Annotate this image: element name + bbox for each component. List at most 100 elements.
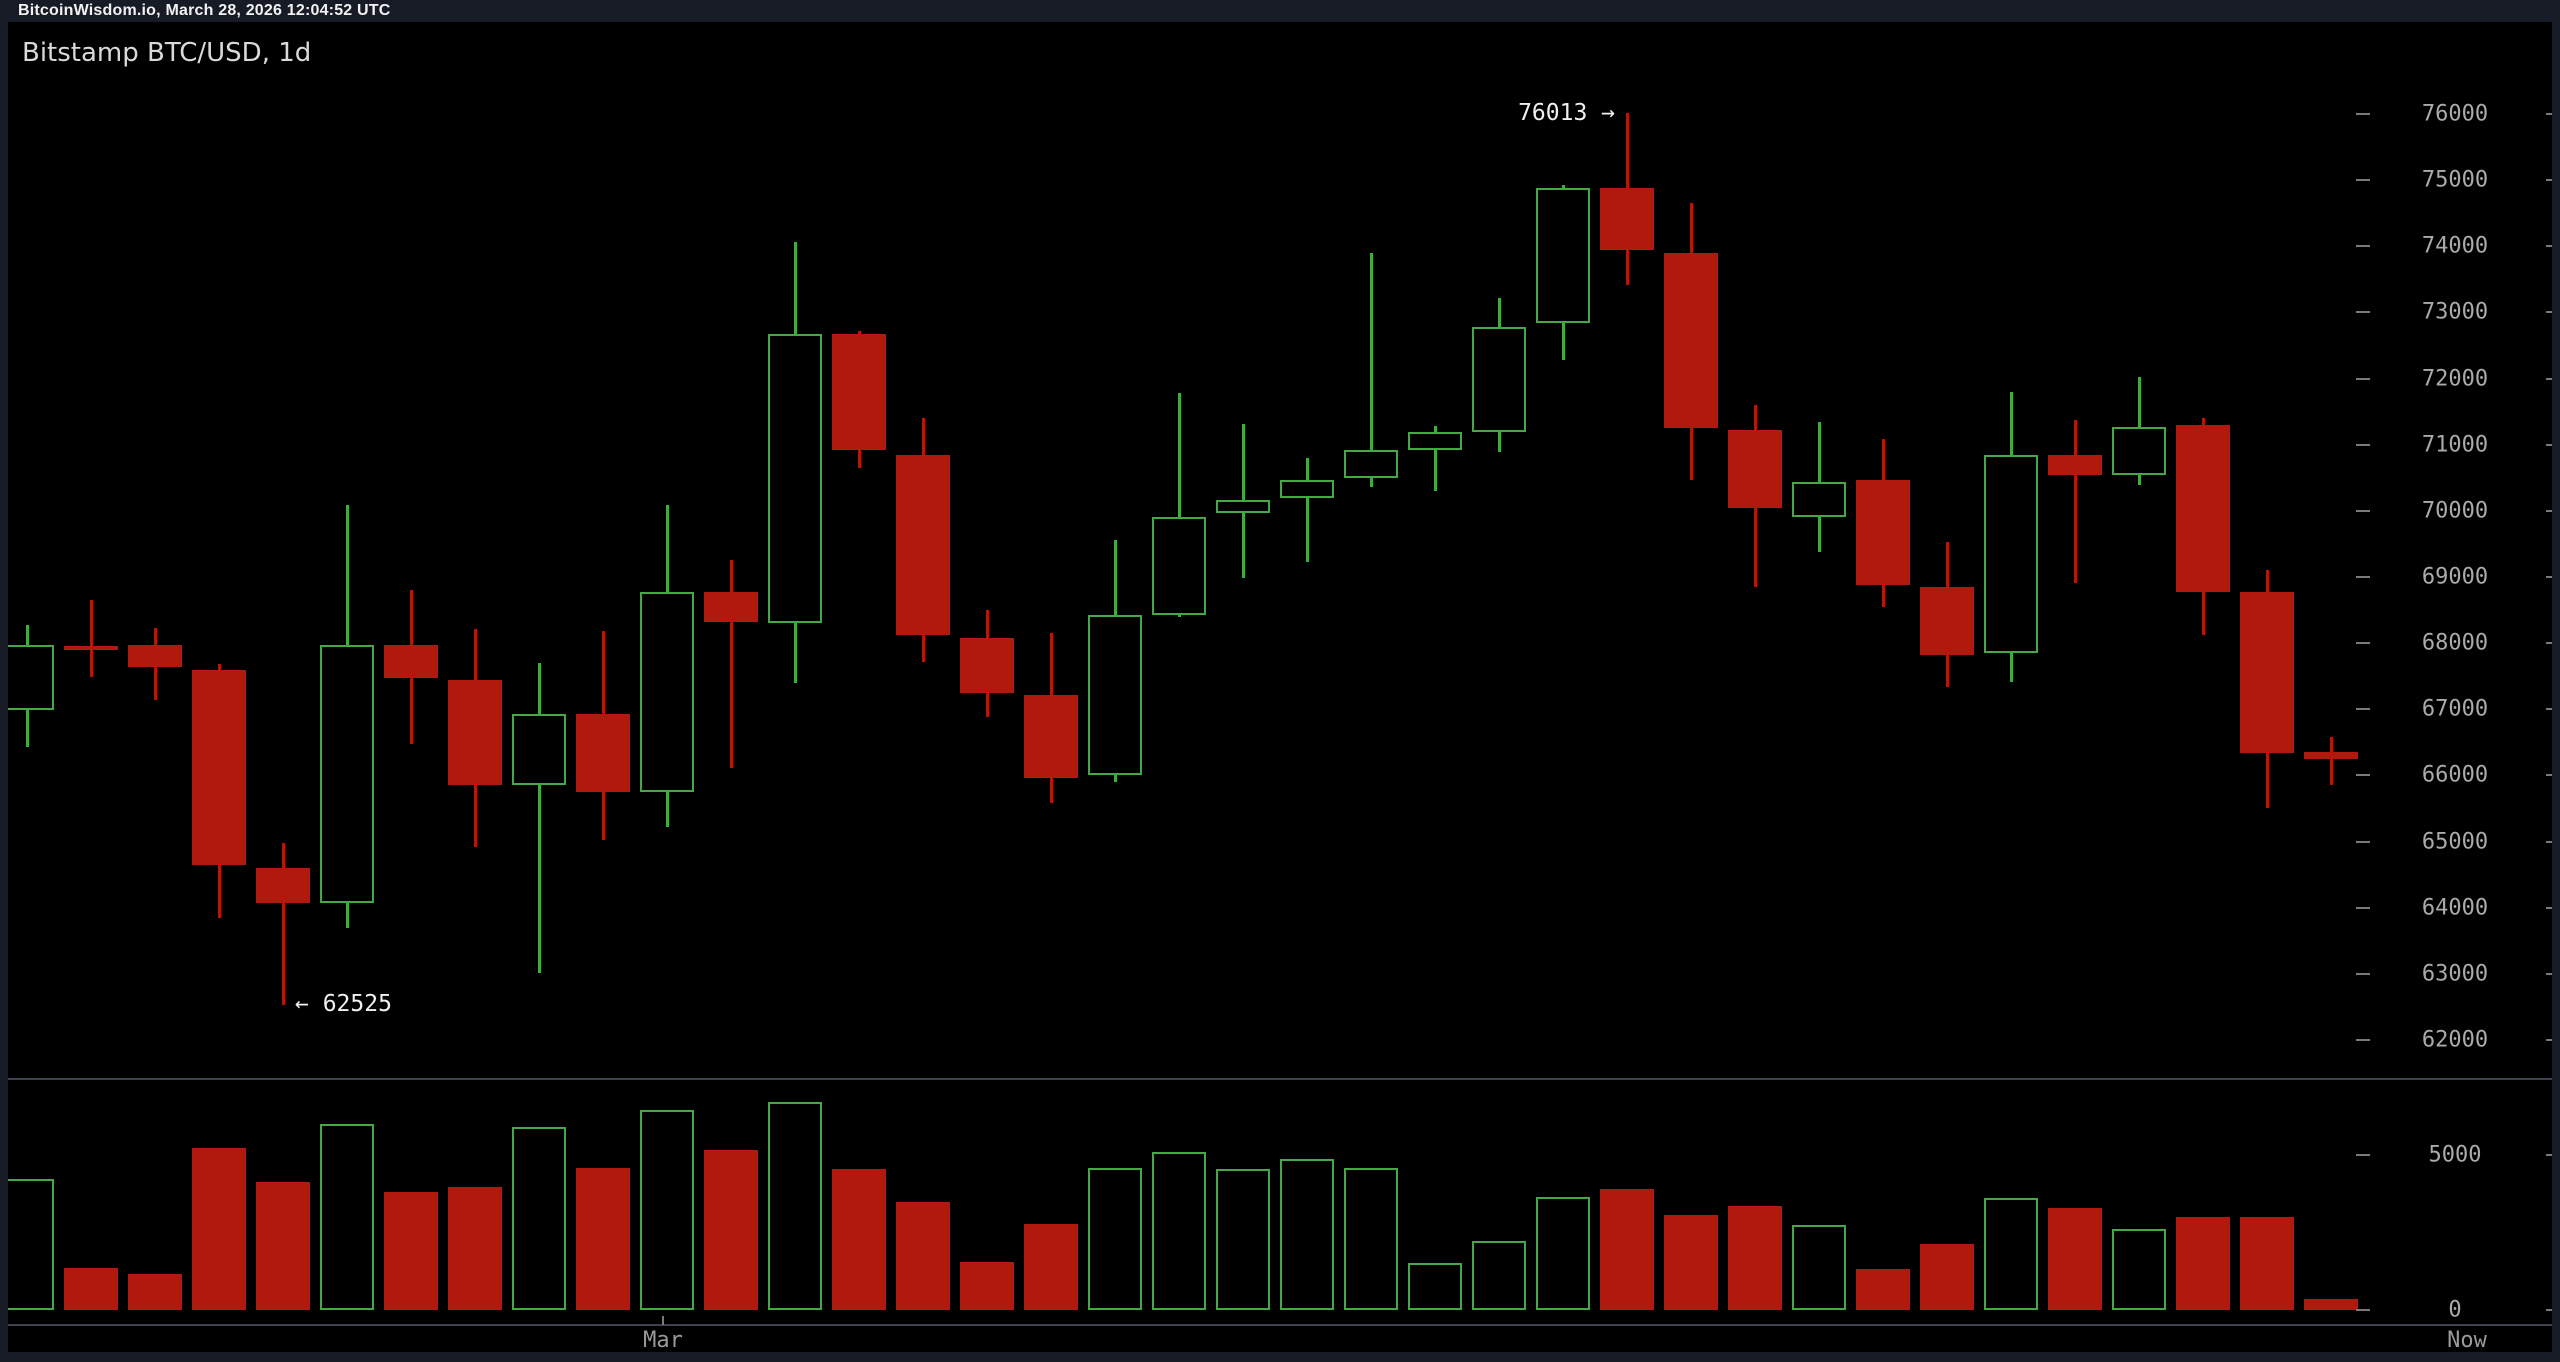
price-axis-tick [2546, 1038, 2552, 1041]
candle-lower-wick [1433, 449, 1437, 491]
price-axis-label: 70000 [2421, 498, 2489, 524]
price-axis-tick [2356, 311, 2370, 314]
price-axis-tick [2356, 113, 2370, 115]
candle-lower-wick [1113, 774, 1117, 782]
volume-bar [768, 1101, 822, 1310]
candle-lower-wick [2265, 752, 2269, 808]
price-axis-label: 69000 [2421, 564, 2489, 590]
volume-bar [1792, 1225, 1846, 1310]
price-axis-tick [2546, 245, 2552, 248]
candle-lower-wick [729, 621, 733, 769]
candle-upper-wick [409, 589, 413, 646]
chart-panel[interactable]: 76000 75000 74000 73000 72000 71000 70000 69000… [8, 22, 2552, 1352]
candle-upper-wick [2137, 377, 2141, 427]
candle-upper-wick [2073, 420, 2077, 456]
candle-lower-wick [601, 791, 605, 841]
candle-upper-wick [89, 600, 93, 646]
candle-body [1408, 432, 1462, 450]
candle-upper-wick [1369, 252, 1373, 450]
price-axis-label: 74000 [2421, 233, 2489, 259]
high-price-annotation: 76013 → [1518, 100, 1615, 127]
volume-bar [128, 1274, 182, 1310]
candle-lower-wick [985, 692, 989, 718]
candle-body [128, 645, 182, 667]
candle-body [1280, 479, 1334, 499]
price-axis-tick [2546, 311, 2552, 314]
candle-lower-wick [2073, 475, 2077, 583]
candle-upper-wick [1305, 457, 1309, 480]
candle-upper-wick [217, 664, 221, 671]
volume-bar [1408, 1262, 1462, 1310]
candle-body [1344, 449, 1398, 478]
volume-axis-label: 5000 [2428, 1142, 2482, 1168]
candle-upper-wick [2009, 391, 2013, 456]
volume-bar [2240, 1216, 2294, 1310]
x-axis-label-mar: Mar [643, 1328, 683, 1352]
candle-upper-wick [1561, 184, 1565, 189]
volume-bar [1856, 1269, 1910, 1310]
volume-axis-tick [2546, 1309, 2552, 1311]
candle-upper-wick [1945, 541, 1949, 587]
candle-lower-wick [2201, 592, 2205, 636]
price-axis-tick [2546, 509, 2552, 512]
candle-upper-wick [857, 330, 861, 335]
volume-bar [1664, 1215, 1718, 1310]
volume-pane[interactable] [8, 22, 2552, 1352]
candle-upper-wick [153, 627, 157, 646]
price-axis-label: 75000 [2421, 167, 2489, 193]
price-axis-tick [2356, 179, 2370, 182]
candle-lower-wick [1625, 250, 1629, 285]
volume-bar [1024, 1224, 1078, 1310]
candle-lower-wick [1305, 498, 1309, 562]
price-axis-label: 71000 [2421, 432, 2489, 458]
candle-lower-wick [2009, 653, 2013, 683]
candle-upper-wick [2329, 737, 2333, 753]
candle-body [704, 592, 758, 622]
volume-bar [1728, 1205, 1782, 1310]
volume-bar [256, 1181, 310, 1310]
price-axis-tick [2356, 443, 2370, 446]
price-axis-tick [2356, 575, 2370, 578]
candle-body [768, 334, 822, 624]
candle-body [512, 713, 566, 786]
axes-layer: 76000 75000 74000 73000 72000 71000 70000 69000… [8, 22, 2552, 1352]
candle-lower-wick [1177, 614, 1181, 617]
candle-body [8, 645, 54, 710]
low-price-annotation: ← 62525 [295, 991, 392, 1018]
price-pane[interactable] [8, 22, 2552, 1352]
candle-upper-wick [985, 610, 989, 638]
candle-upper-wick [1433, 426, 1437, 433]
candle-body [1216, 500, 1270, 513]
candle-upper-wick [665, 504, 669, 593]
candle-upper-wick [1177, 393, 1181, 517]
candle-body [1472, 326, 1526, 433]
price-axis-tick [2546, 906, 2552, 909]
candle-body [1984, 455, 2038, 654]
price-axis-label: 62000 [2421, 1027, 2489, 1053]
volume-bar [2304, 1299, 2358, 1310]
candle-upper-wick [921, 418, 925, 456]
candle-upper-wick [25, 625, 29, 646]
candle-body [576, 713, 630, 792]
mar-tick [662, 1316, 664, 1325]
candle-upper-wick [2265, 569, 2269, 593]
volume-bar [2176, 1216, 2230, 1310]
candle-body [2304, 752, 2358, 759]
candle-body [640, 592, 694, 792]
price-axis-tick [2546, 708, 2552, 711]
candle-lower-wick [153, 666, 157, 700]
candle-lower-wick [89, 650, 93, 677]
volume-bar [832, 1169, 886, 1310]
candle-lower-wick [1497, 432, 1501, 452]
candle-body [256, 867, 310, 904]
candle-lower-wick [473, 785, 477, 847]
candle-body [1728, 430, 1782, 509]
volume-bar [704, 1150, 758, 1310]
candle-upper-wick [1689, 202, 1693, 253]
candle-body [2240, 592, 2294, 753]
candle-upper-wick [1817, 422, 1821, 482]
candle-body [1152, 516, 1206, 615]
volume-bar [576, 1168, 630, 1310]
candle-upper-wick [729, 559, 733, 593]
price-axis-tick [2356, 906, 2370, 909]
